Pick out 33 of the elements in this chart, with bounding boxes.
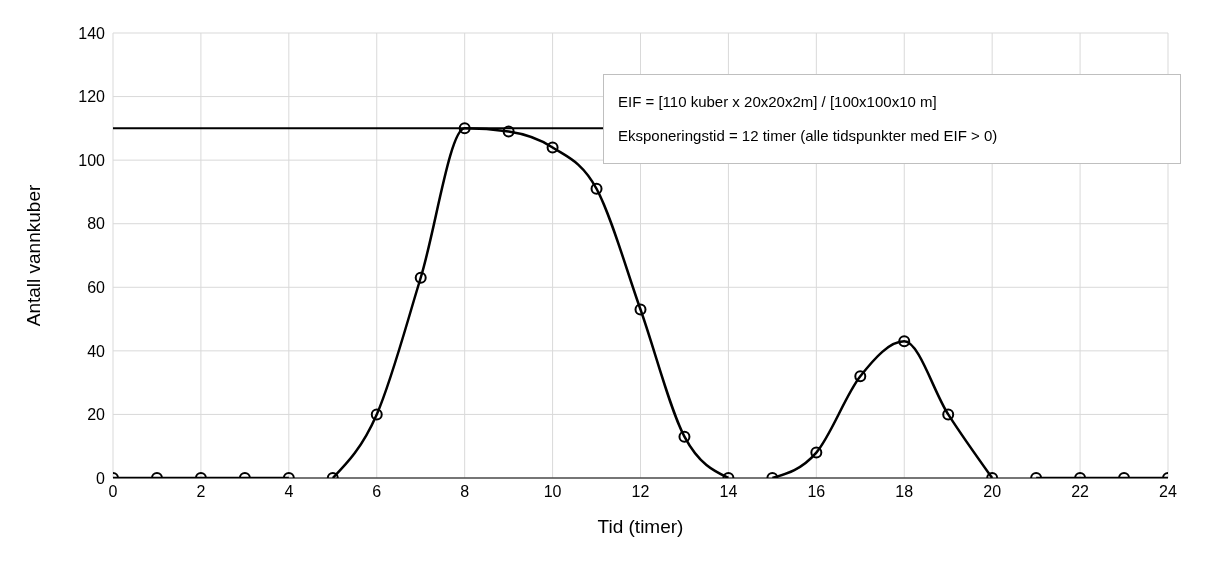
note-box: EIF = [110 kuber x 20x20x2m] / [100x100x10 m] Eksponeringstid = 12 timer (alle tidspunkter med EIF > 0)	[603, 74, 1181, 164]
x-tick-label: 10	[543, 483, 562, 501]
x-tick-label: 0	[108, 483, 118, 501]
y-tick-label: 20	[87, 406, 106, 424]
x-tick-label: 22	[1071, 483, 1090, 501]
y-tick-label: 0	[96, 469, 106, 487]
point	[414, 271, 427, 284]
x-tick-label: 16	[807, 483, 826, 501]
x-tick-label: 12	[631, 483, 650, 501]
y-axis-title: Antall vannkuber	[22, 184, 44, 327]
point	[502, 125, 515, 138]
y-tick-label: 120	[78, 88, 106, 106]
y-tick-label: 100	[78, 151, 106, 169]
y-tick-label: 40	[87, 342, 106, 360]
point	[634, 303, 647, 316]
annotation: Eksponeringstid = 12 timer (alle tidspunkter med EIF > 0)	[618, 126, 999, 146]
point	[458, 122, 471, 135]
y-tick-label: 60	[87, 278, 106, 296]
annotation: EIF = [110 kuber x 20x20x2m] / [100x100x10 m]	[618, 92, 938, 112]
x-tick-label: 8	[460, 483, 470, 501]
x-tick-label: 6	[372, 483, 382, 501]
y-tick-label: 140	[78, 24, 106, 42]
x-axis-title: Tid (timer)	[597, 516, 684, 537]
x-tick-label: 18	[895, 483, 914, 501]
y-tick-label: 80	[87, 215, 106, 233]
x-tick-label: 14	[719, 483, 738, 501]
x-tick-label: 4	[284, 483, 294, 501]
x-tick-label: 20	[983, 483, 1002, 501]
point	[546, 141, 559, 154]
point	[590, 182, 603, 195]
x-tick-label: 24	[1159, 483, 1177, 501]
point	[898, 335, 911, 348]
x-tick-label: 2	[196, 483, 206, 501]
